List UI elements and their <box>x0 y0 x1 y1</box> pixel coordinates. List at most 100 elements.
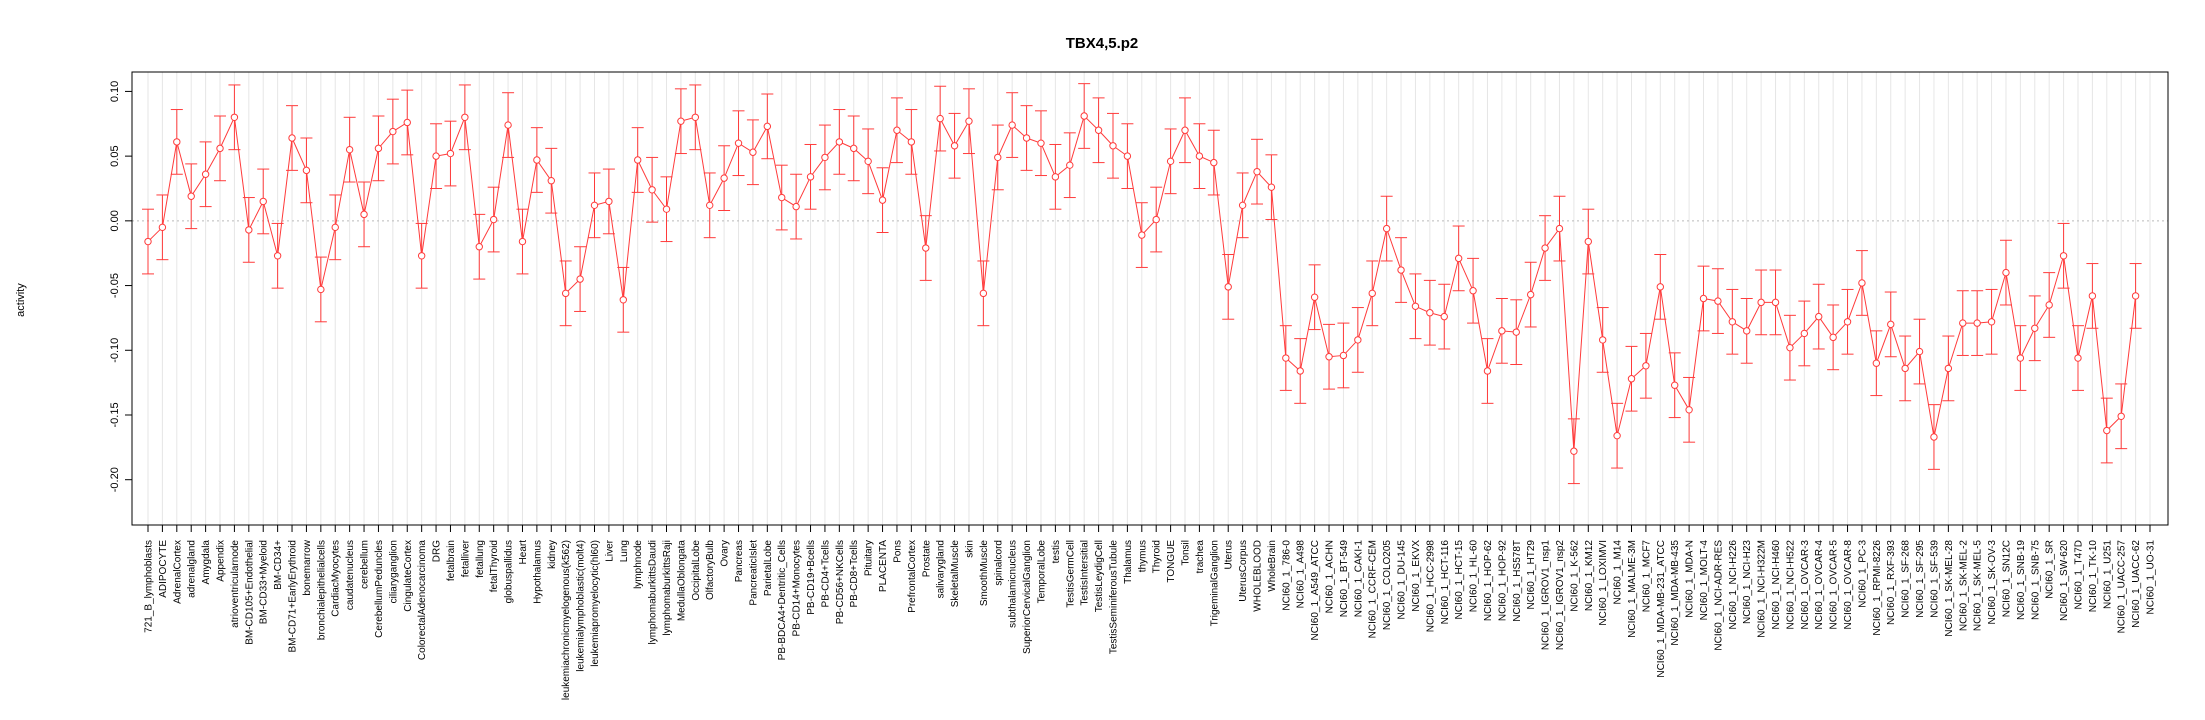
x-tick-label-48: PB-CD56+NKCells <box>835 540 846 624</box>
x-tick-label-26: Heart <box>518 540 529 565</box>
x-tick-label-67: TestisSeminiferousTubule <box>1108 540 1119 655</box>
data-point-115 <box>1800 329 1809 338</box>
x-tick-label-5: Appendix <box>216 540 227 582</box>
x-tick-label-63: testis <box>1051 540 1062 563</box>
data-point-2 <box>173 138 181 146</box>
data-point-81 <box>1310 293 1319 301</box>
data-point-79 <box>1282 354 1290 362</box>
data-point-120 <box>1872 359 1881 367</box>
data-point-128 <box>1987 318 1996 326</box>
x-tick-label-98: NCI60_1_IGROV1_nsp2 <box>1555 540 1566 651</box>
x-tick-label-85: NCI60_1_CCRF-CEM <box>1368 540 1379 638</box>
x-tick-label-110: NCI60_1_NCI-H226 <box>1728 540 1739 630</box>
x-tick-label-38: OccipitalLobe <box>691 540 702 601</box>
data-point-38 <box>691 113 700 122</box>
x-tick-label-3: adrenalgland <box>187 540 198 598</box>
data-point-92 <box>1469 287 1477 295</box>
data-point-24 <box>489 215 498 224</box>
data-point-49 <box>850 144 858 153</box>
x-tick-label-119: NCI60_1_PC-3 <box>1857 540 1868 608</box>
data-point-129 <box>2002 268 2010 277</box>
x-tick-label-32: Liver <box>604 539 615 561</box>
data-point-56 <box>950 142 959 150</box>
x-tick-label-104: NCI60_1_MCF7 <box>1641 540 1652 613</box>
data-point-107 <box>1685 406 1693 414</box>
data-point-101 <box>1598 336 1607 344</box>
data-point-113 <box>1771 298 1780 307</box>
data-point-125 <box>1944 364 1953 373</box>
x-tick-label-13: CardiacMyocytes <box>331 540 342 617</box>
x-tick-label-96: NCI60_1_HT29 <box>1526 540 1537 610</box>
data-point-43 <box>763 122 772 131</box>
data-point-44 <box>778 193 786 202</box>
data-point-7 <box>245 226 253 234</box>
x-tick-label-107: NCI60_1_MDA-N <box>1685 540 1696 618</box>
data-point-138 <box>2131 292 2140 300</box>
x-tick-label-123: NCI60_1_SF-295 <box>1915 540 1926 618</box>
data-point-118 <box>1843 318 1852 326</box>
data-point-137 <box>2117 412 2125 420</box>
x-tick-label-27: Hypothalamus <box>532 540 543 604</box>
x-tick-label-108: NCI60_1_MOLT-4 <box>1699 540 1710 621</box>
data-point-73 <box>1195 152 1204 160</box>
x-tick-label-40: Ovary <box>720 540 731 567</box>
data-point-106 <box>1671 381 1679 389</box>
data-point-21 <box>446 149 455 158</box>
data-point-123 <box>1915 347 1924 356</box>
x-tick-label-122: NCI60_1_SF-268 <box>1901 540 1912 618</box>
x-tick-label-124: NCI60_1_SF-539 <box>1929 540 1940 618</box>
data-point-77 <box>1253 167 1261 176</box>
data-point-31 <box>590 201 599 210</box>
x-axis: 721_B_lymphoblasts ADIPOCYTE AdrenalCortex… <box>144 524 2157 700</box>
data-point-54 <box>922 244 930 252</box>
x-tick-label-99: NCI60_1_K-562 <box>1569 540 1580 612</box>
data-point-94 <box>1498 327 1506 335</box>
x-tick-label-22: fetalliver <box>460 539 471 577</box>
x-tick-label-58: SmoothMuscle <box>979 540 990 607</box>
data-point-130 <box>2016 354 2025 362</box>
data-point-42 <box>749 148 757 156</box>
x-tick-label-61: SuperiorCervicalGanglion <box>1022 540 1033 654</box>
data-point-16 <box>374 144 383 153</box>
data-point-124 <box>1930 433 1938 441</box>
data-point-95 <box>1512 328 1520 336</box>
data-point-36 <box>662 205 671 213</box>
x-tick-label-91: NCI60_1_HCT-15 <box>1454 540 1465 620</box>
x-tick-label-47: PB-CD4+Tcells <box>820 540 831 608</box>
data-point-80 <box>1296 367 1304 375</box>
x-tick-label-7: BM-CD105+Endothelial <box>244 540 255 645</box>
x-tick-label-49: PB-CD8+Tcells <box>849 540 860 608</box>
data-point-1 <box>158 223 167 232</box>
data-point-57 <box>965 117 973 125</box>
x-tick-label-118: NCI60_1_OVCAR-8 <box>1843 540 1854 630</box>
x-tick-label-100: NCI60_1_KM12 <box>1584 540 1595 612</box>
data-point-39 <box>706 201 714 210</box>
data-point-53 <box>907 138 916 146</box>
x-tick-label-18: CingulateCortex <box>403 540 414 612</box>
x-tick-label-130: NCI60_1_SNB-19 <box>2016 540 2027 620</box>
x-tick-label-54: Prostate <box>921 540 932 578</box>
x-tick-label-128: NCI60_1_SK-OV-3 <box>1987 540 1998 625</box>
x-tick-label-6: atrioventricularnode <box>230 540 241 628</box>
x-tick-label-93: NCI60_1_HOP-62 <box>1483 540 1494 622</box>
data-point-117 <box>1829 333 1837 342</box>
x-tick-label-62: TemporalLobe <box>1036 540 1047 604</box>
data-point-23 <box>475 243 483 251</box>
data-point-133 <box>2059 252 2068 260</box>
x-tick-label-21: fetalbrain <box>446 540 457 581</box>
x-tick-label-111: NCI60_1_NCI-H23 <box>1742 540 1753 624</box>
x-tick-label-43: ParietalLobe <box>763 540 774 597</box>
x-tick-label-68: Thalamus <box>1123 540 1134 584</box>
data-point-97 <box>1541 244 1549 252</box>
data-point-48 <box>835 138 844 146</box>
data-point-30 <box>576 275 584 283</box>
x-tick-label-114: NCI60_1_NCI-H522 <box>1785 540 1796 630</box>
data-point-34 <box>633 156 642 164</box>
x-tick-label-132: NCI60_1_SR <box>2045 540 2056 599</box>
x-tick-label-73: trachea <box>1195 540 1206 574</box>
x-tick-label-129: NCI60_1_SN12C <box>2001 540 2012 617</box>
x-tick-label-113: NCI60_1_NCI-H460 <box>1771 540 1782 630</box>
y-tick-label-1: 0.05 <box>109 145 121 166</box>
data-point-87 <box>1397 266 1405 274</box>
data-point-136 <box>2103 426 2111 435</box>
